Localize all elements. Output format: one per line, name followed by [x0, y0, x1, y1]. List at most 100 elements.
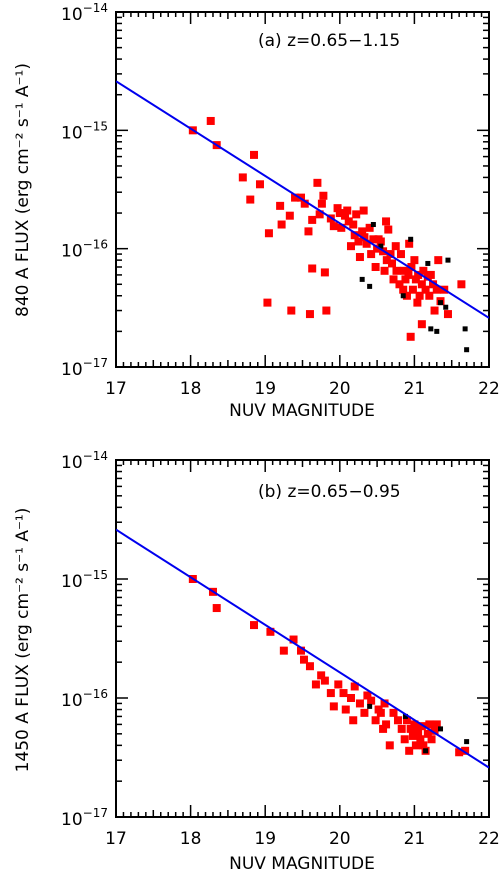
red-data-point [276, 201, 285, 210]
red-data-point [349, 716, 358, 725]
y-tick-label: 10−16 [61, 238, 108, 262]
y-tick-label: 10−16 [61, 687, 108, 711]
red-data-point [396, 250, 405, 259]
red-data-point [339, 689, 348, 698]
black-data-point [370, 222, 376, 228]
red-data-point [277, 220, 286, 229]
red-data-point [404, 270, 413, 279]
red-data-point [250, 150, 259, 159]
red-data-point [352, 210, 361, 219]
red-data-point [369, 235, 378, 244]
red-data-point [373, 244, 382, 253]
red-data-point [430, 306, 439, 315]
red-data-point [400, 735, 409, 744]
x-tick-label: 20 [329, 379, 351, 399]
red-data-point [354, 237, 363, 246]
red-data-point [414, 727, 423, 736]
red-data-point [417, 280, 426, 289]
red-data-point [279, 646, 288, 655]
red-data-point [399, 285, 408, 294]
red-data-point [206, 116, 215, 125]
red-data-point [212, 604, 221, 613]
red-data-point [343, 206, 352, 215]
black-data-point [434, 328, 440, 334]
x-axis-label: NUV MAGNITUDE [229, 854, 375, 874]
red-data-point [335, 209, 344, 218]
black-data-point [367, 283, 373, 289]
y-tick-label: 10−15 [61, 568, 108, 592]
red-data-point [402, 291, 411, 300]
red-data-point [255, 180, 264, 189]
red-data-point [380, 699, 389, 708]
red-data-point [355, 253, 364, 262]
red-data-point [426, 270, 435, 279]
black-data-point [402, 713, 408, 719]
red-data-point [406, 332, 415, 341]
x-tick-label: 22 [478, 829, 500, 849]
red-data-point [402, 716, 411, 725]
red-data-point [360, 233, 369, 242]
red-data-point [355, 699, 364, 708]
red-data-point [410, 720, 419, 729]
red-data-point [333, 204, 342, 213]
red-data-point [425, 291, 434, 300]
red-data-point [297, 646, 306, 655]
red-data-point [376, 708, 385, 717]
black-data-point [438, 726, 444, 732]
red-data-point [393, 716, 402, 725]
red-data-point [365, 223, 374, 232]
red-data-point [238, 173, 247, 182]
x-tick-label: 19 [254, 829, 276, 849]
red-data-point [320, 268, 329, 277]
black-data-point [445, 257, 451, 263]
panel-a: 17 18 19 20 21 22 10−14 10−15 10−16 10−1… [13, 1, 500, 421]
red-data-point [317, 671, 326, 680]
red-data-point [382, 217, 391, 226]
black-data-point [443, 304, 449, 310]
black-data-point [378, 243, 384, 249]
red-data-point [406, 724, 415, 733]
panel-b: 17 18 19 20 21 22 10−14 10−15 10−16 10−1… [13, 449, 500, 874]
red-data-point [313, 178, 322, 187]
red-data-point [250, 621, 259, 630]
red-data-point [360, 708, 369, 717]
black-data-point [425, 260, 431, 266]
red-data-point [416, 735, 425, 744]
x-tick-labels: 17 18 19 20 21 22 [105, 379, 500, 399]
plot-frame [115, 459, 490, 818]
red-data-point [411, 275, 420, 284]
red-data-point [405, 239, 414, 248]
red-data-point [358, 227, 367, 236]
black-data-point [408, 236, 414, 242]
red-data-point [395, 280, 404, 289]
y-axis-label: 840 A FLUX (erg cm⁻² s⁻¹ A⁻¹) [13, 63, 33, 317]
y-tick-label: 10−15 [61, 119, 108, 143]
x-tick-label: 18 [180, 829, 202, 849]
red-data-point [423, 729, 432, 738]
red-data-point [408, 285, 417, 294]
y-tick-label: 10−14 [61, 449, 108, 473]
black-data-point [462, 326, 468, 332]
red-data-point [430, 726, 439, 735]
x-tick-label: 17 [105, 379, 127, 399]
red-data-point [362, 239, 371, 248]
red-data-point [308, 215, 317, 224]
red-data-point [322, 306, 331, 315]
panel-annotation: (a) z=0.65−1.15 [258, 31, 400, 51]
red-data-point [413, 298, 422, 307]
red-data-point [320, 676, 329, 685]
red-data-point [389, 708, 398, 717]
red-data-point [300, 199, 309, 208]
red-data-point [432, 720, 441, 729]
black-data-point [367, 703, 373, 709]
x-tick-label: 19 [254, 379, 276, 399]
red-data-point [401, 275, 410, 284]
red-data-point [264, 229, 273, 238]
red-data-point [411, 741, 420, 750]
x-axis-label: NUV MAGNITUDE [229, 401, 375, 421]
red-data-point [341, 211, 350, 220]
red-data-point [319, 191, 328, 200]
red-data-point [367, 250, 376, 259]
red-data-point [287, 306, 296, 315]
x-tick-labels: 17 18 19 20 21 22 [105, 829, 500, 849]
